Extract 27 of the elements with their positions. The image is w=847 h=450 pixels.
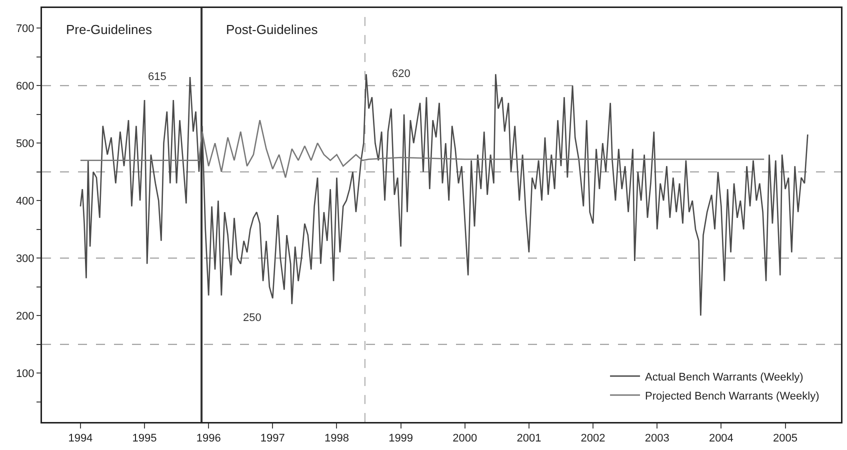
- y-tick-label: 500: [16, 138, 34, 150]
- annotation: Pre-Guidelines: [66, 22, 152, 37]
- y-tick-label: 200: [16, 310, 34, 322]
- x-tick-label: 1996: [196, 432, 221, 445]
- y-tick-label: 400: [16, 195, 34, 208]
- x-tick-label: 1998: [324, 432, 349, 445]
- annotation: Post-Guidelines: [226, 22, 318, 37]
- x-tick-label: 2004: [708, 432, 734, 445]
- x-tick-label: 2000: [452, 432, 478, 445]
- legend-label: Projected Bench Warrants (Weekly): [645, 390, 820, 402]
- y-tick-label: 100: [16, 368, 34, 380]
- legend-label: Actual Bench Warrants (Weekly): [645, 371, 804, 384]
- x-tick-label: 1994: [68, 432, 93, 445]
- x-tick-label: 1999: [388, 432, 414, 445]
- annotation: 620: [392, 68, 410, 80]
- annotation: 250: [243, 312, 262, 324]
- annotation: 615: [148, 71, 166, 83]
- line-series: [80, 119, 765, 178]
- x-tick-label: 1995: [132, 432, 157, 445]
- x-tick-label: 2005: [773, 432, 798, 445]
- x-tick-label: 2002: [580, 432, 606, 445]
- y-tick-label: 300: [16, 252, 34, 265]
- x-tick-label: 1997: [260, 432, 285, 445]
- x-tick-label: 2003: [644, 432, 670, 445]
- y-tick-label: 600: [16, 80, 34, 92]
- y-tick-label: 700: [16, 22, 34, 35]
- x-tick-label: 2001: [516, 432, 542, 445]
